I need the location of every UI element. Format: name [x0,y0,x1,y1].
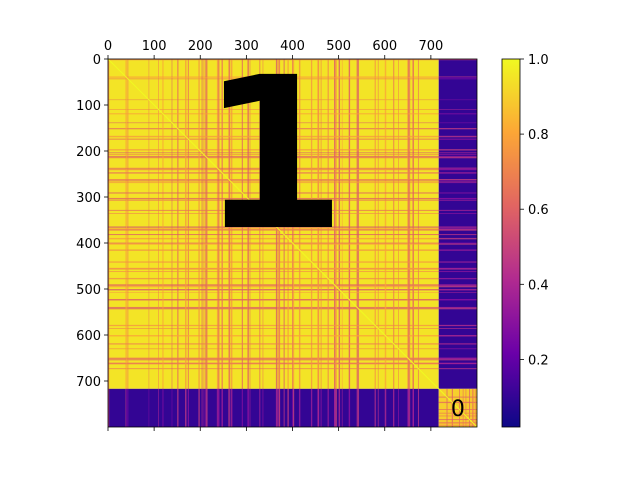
x-tick-label: 0 [104,39,112,54]
cluster-label-0: 0 [451,397,465,422]
y-tick-label: 600 [76,329,101,344]
x-tick-label: 300 [234,39,259,54]
colorbar-tick-label: 0.2 [528,353,549,368]
y-tick-label: 100 [76,99,101,114]
x-tick-label: 500 [326,39,351,54]
y-tick-label: 700 [76,375,101,390]
colorbar: 0.2 0.4 0.6 0.8 1.0 [501,53,549,428]
y-tick-label: 400 [76,237,101,252]
colorbar-tick-label: 0.4 [528,278,549,293]
x-tick-label: 600 [372,39,397,54]
colorbar-gradient [501,58,521,428]
y-tick-label: 500 [76,283,101,298]
y-tick-label: 0 [93,53,101,68]
colorbar-tick-label: 0.8 [528,128,549,143]
cluster-block-1-0 [438,59,477,389]
cluster-label-1: 1 [200,32,346,277]
x-tick-label: 400 [280,39,305,54]
x-tick-label: 700 [418,39,443,54]
x-tick-label: 200 [188,39,213,54]
y-tick-label: 200 [76,145,101,160]
x-tick-label: 100 [142,39,167,54]
heatmap-axes: 100 100 200 300 400 500 600 7000100200300400500… [76,32,478,431]
y-tick-label: 300 [76,191,101,206]
colorbar-tick-label: 0.6 [528,203,549,218]
colorbar-tick-label: 1.0 [528,53,549,68]
cluster-block-0-1 [108,388,439,427]
similarity-texture [108,59,477,427]
diagonal-line [107,58,478,428]
